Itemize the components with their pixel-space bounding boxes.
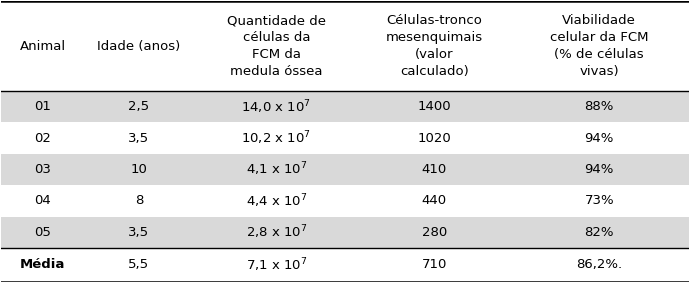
FancyBboxPatch shape (1, 185, 689, 216)
Text: 440: 440 (422, 194, 447, 207)
Text: Média: Média (20, 258, 66, 271)
FancyBboxPatch shape (1, 154, 689, 185)
FancyBboxPatch shape (1, 91, 689, 123)
Text: 04: 04 (34, 194, 51, 207)
Text: 7,1 x 10$^7$: 7,1 x 10$^7$ (246, 256, 307, 274)
Text: 710: 710 (422, 258, 447, 271)
Text: 14,0 x 10$^7$: 14,0 x 10$^7$ (241, 98, 311, 115)
Text: 05: 05 (34, 226, 51, 239)
Text: 94%: 94% (584, 163, 614, 176)
Text: 8: 8 (135, 194, 143, 207)
Text: 86,2%.: 86,2%. (576, 258, 622, 271)
Text: 3,5: 3,5 (128, 132, 150, 145)
Text: Idade (anos): Idade (anos) (97, 40, 181, 53)
FancyBboxPatch shape (1, 123, 689, 154)
Text: Quantidade de
células da
FCM da
medula óssea: Quantidade de células da FCM da medula ó… (227, 14, 326, 78)
Text: 3,5: 3,5 (128, 226, 150, 239)
Text: 1020: 1020 (417, 132, 451, 145)
Text: 10,2 x 10$^7$: 10,2 x 10$^7$ (241, 129, 311, 147)
Text: 4,1 x 10$^7$: 4,1 x 10$^7$ (246, 161, 307, 178)
Text: 94%: 94% (584, 132, 614, 145)
Text: Viabilidade
celular da FCM
(% de células
vivas): Viabilidade celular da FCM (% de células… (550, 14, 649, 78)
Text: 73%: 73% (584, 194, 614, 207)
Text: 88%: 88% (584, 100, 614, 113)
Text: 410: 410 (422, 163, 447, 176)
Text: 2,8 x 10$^7$: 2,8 x 10$^7$ (246, 224, 307, 241)
Text: 5,5: 5,5 (128, 258, 150, 271)
Text: 82%: 82% (584, 226, 614, 239)
Text: 10: 10 (130, 163, 147, 176)
Text: 02: 02 (34, 132, 51, 145)
Text: 1400: 1400 (417, 100, 451, 113)
Text: 4,4 x 10$^7$: 4,4 x 10$^7$ (246, 192, 307, 210)
Text: 2,5: 2,5 (128, 100, 150, 113)
FancyBboxPatch shape (1, 216, 689, 248)
Text: Animal: Animal (19, 40, 66, 53)
Text: Células-tronco
mesenquimais
(valor
calculado): Células-tronco mesenquimais (valor calcu… (386, 14, 483, 78)
Text: 280: 280 (422, 226, 447, 239)
Text: 01: 01 (34, 100, 51, 113)
Text: 03: 03 (34, 163, 51, 176)
